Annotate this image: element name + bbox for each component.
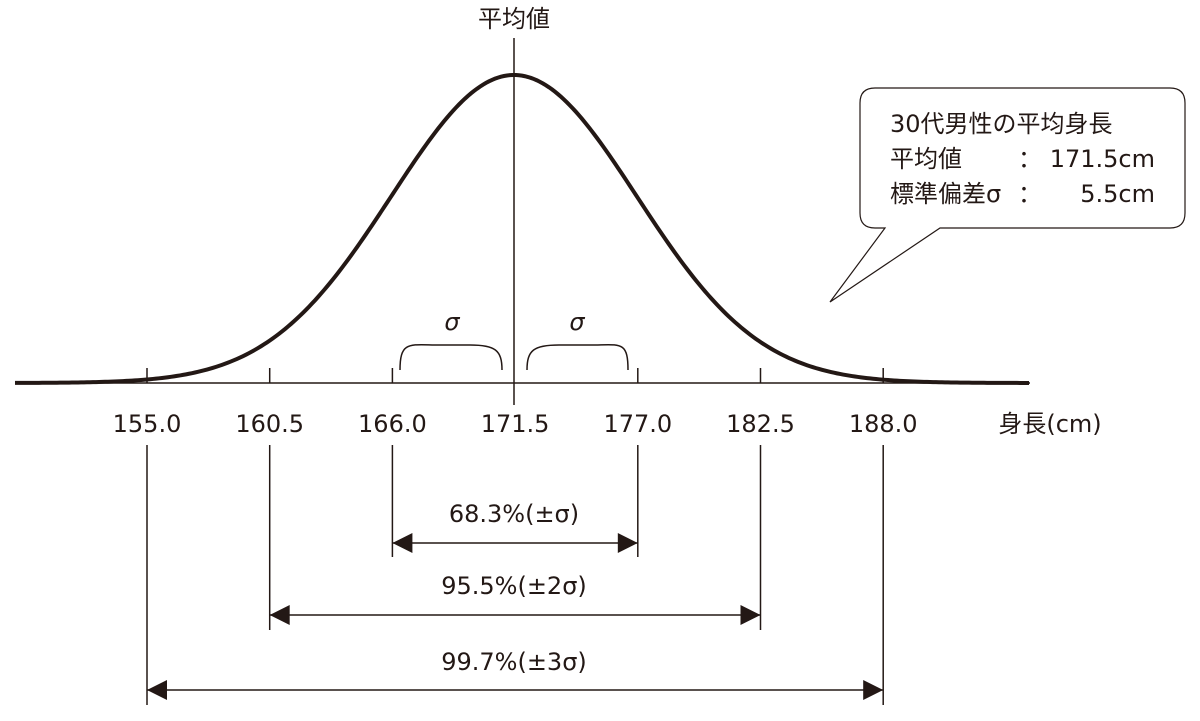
range-label: 95.5%(±2σ) bbox=[441, 572, 587, 600]
normal-curve bbox=[14, 73, 1029, 385]
sigma-bracket bbox=[526, 343, 629, 371]
callout-value: 171.5cm bbox=[1050, 145, 1155, 173]
mean-title: 平均値 bbox=[478, 5, 550, 33]
tick-label: 182.5 bbox=[726, 410, 795, 438]
sigma-label: σ bbox=[444, 308, 460, 336]
callout-box bbox=[829, 87, 1186, 303]
ticks: 155.0 160.5 166.0 171.5 177.0 182.5 188.0 bbox=[113, 368, 918, 438]
callout-label: 標準偏差σ bbox=[890, 180, 1001, 208]
tick-label: 160.5 bbox=[235, 410, 304, 438]
axis-label: 身長(cm) bbox=[998, 410, 1101, 438]
range-label: 99.7%(±3σ) bbox=[441, 648, 587, 676]
callout-title: 30代男性の平均身長 bbox=[890, 110, 1113, 138]
callout-sep: ： bbox=[1018, 145, 1042, 173]
range-label: 68.3%(±σ) bbox=[449, 500, 579, 528]
tick-label: 155.0 bbox=[113, 410, 182, 438]
tick-label: 188.0 bbox=[849, 410, 918, 438]
callout-sep: ： bbox=[1018, 180, 1042, 208]
tick-label: 166.0 bbox=[358, 410, 427, 438]
tick-label: 171.5 bbox=[481, 410, 550, 438]
sigma-bracket bbox=[399, 343, 503, 371]
sigma-label: σ bbox=[569, 308, 585, 336]
tick-label: 177.0 bbox=[603, 410, 672, 438]
callout-label: 平均値 bbox=[890, 145, 962, 173]
callout-value: 5.5cm bbox=[1080, 180, 1155, 208]
ranges: 68.3%(±σ) 95.5%(±2σ) 99.7%(±3σ) bbox=[146, 445, 884, 705]
